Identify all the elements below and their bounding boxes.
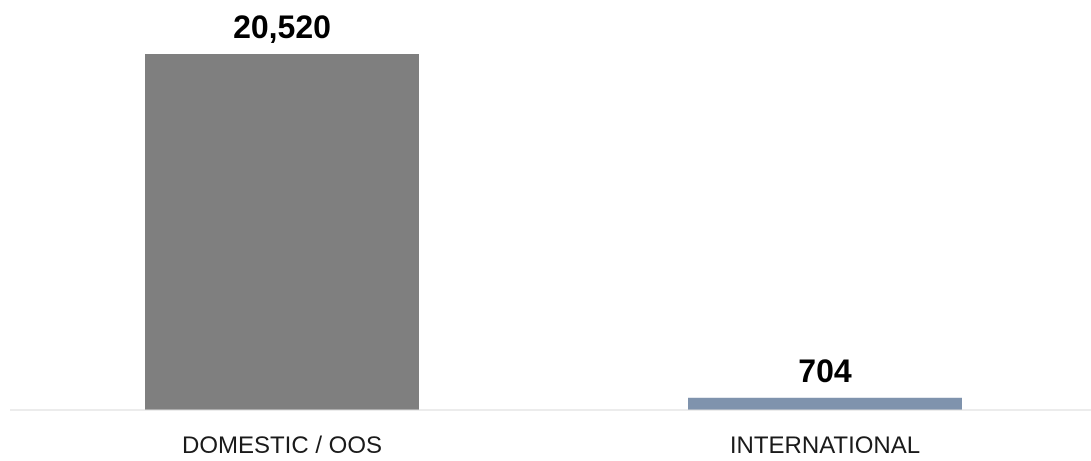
bar-2 <box>688 397 962 410</box>
category-label-1: DOMESTIC / OOS <box>182 432 382 459</box>
data-label-2: 704 <box>798 353 852 389</box>
category-labels-layer: DOMESTIC / OOS INTERNATIONAL <box>182 432 920 459</box>
data-label-1: 20,520 <box>233 9 331 45</box>
bar-1 <box>145 54 419 410</box>
category-label-2: INTERNATIONAL <box>730 432 920 459</box>
data-labels-layer: 20,520 704 <box>233 9 852 389</box>
bars-layer <box>145 54 962 410</box>
